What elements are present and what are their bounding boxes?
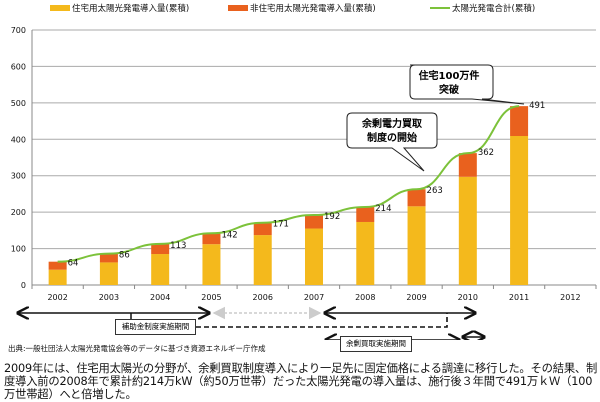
x-tick-label: 2010 <box>458 293 478 302</box>
legend-swatch <box>50 5 70 11</box>
y-tick-label: 0 <box>21 281 26 290</box>
bar-nonresidential <box>356 207 375 222</box>
data-label: 86 <box>119 251 130 261</box>
callout-100man: 住宅100万件 突破 <box>409 64 525 105</box>
legend-label: 非住宅用太陽光発電導入量(累積) <box>250 3 376 14</box>
data-label: 491 <box>529 101 545 111</box>
y-tick-label: 600 <box>11 62 26 71</box>
x-tick-label: 2002 <box>47 293 67 302</box>
bar-residential <box>99 262 118 285</box>
source-note: 出典:一般社団法人太陽光発電協会等のデータに基づき資源エネルギー庁作成 <box>8 344 266 353</box>
data-label: 263 <box>427 186 443 196</box>
data-label: 192 <box>324 212 340 222</box>
total-line <box>57 105 520 263</box>
legend-label: 太陽光発電合計(累積) <box>452 3 535 14</box>
callout-100man-line2: 突破 <box>439 83 459 96</box>
bar-residential <box>253 235 272 285</box>
data-label: 171 <box>273 220 289 230</box>
bar-nonresidential <box>458 153 477 177</box>
bar-residential <box>202 244 221 285</box>
description-paragraph: 2009年には、住宅用太陽光の分野が、余剰買取制度導入により一足先に固定価格によ… <box>4 362 598 401</box>
data-label: 142 <box>221 230 237 240</box>
chart: 0 100 200 300 400 500 600 700 2002 2003 2004 2005 20… <box>11 3 597 340</box>
legend-swatch <box>228 5 248 11</box>
bar-residential <box>510 136 529 285</box>
x-tick-label: 2008 <box>355 293 375 302</box>
y-tick-label: 500 <box>11 99 26 108</box>
y-tick-label: 200 <box>11 208 26 217</box>
x-tick-label: 2012 <box>560 293 580 302</box>
bar-nonresidential <box>151 243 170 255</box>
callout-surplus-line2: 制度の開始 <box>367 131 417 144</box>
x-tick-label: 2006 <box>253 293 273 302</box>
subsidy-period-box: 補助金制度実施期間 <box>115 319 196 335</box>
bar-residential <box>48 269 67 285</box>
dashed-connector <box>196 313 448 328</box>
bar-residential <box>458 176 477 285</box>
bar-nonresidential <box>202 233 221 245</box>
bar-nonresidential <box>305 215 323 229</box>
bar-nonresidential <box>407 189 426 207</box>
bar-nonresidential <box>99 253 118 263</box>
y-tick-label: 100 <box>11 245 26 254</box>
y-tick-label: 300 <box>11 172 26 181</box>
bar-nonresidential <box>510 106 529 137</box>
x-tick-label: 2004 <box>150 293 170 302</box>
bar-residential <box>407 206 426 285</box>
bar-nonresidential <box>48 261 67 270</box>
data-label: 362 <box>478 148 494 158</box>
callout-surplus: 余剰電力買取 制度の開始 <box>346 112 438 172</box>
legend-label: 住宅用太陽光発電導入量(累積) <box>72 3 189 14</box>
data-label: 113 <box>170 241 186 251</box>
x-tick-label: 2003 <box>99 293 119 302</box>
bar-nonresidential <box>253 222 272 236</box>
bar-residential <box>151 254 170 285</box>
y-tick-label: 700 <box>11 26 26 35</box>
x-tick-label: 2009 <box>406 293 426 302</box>
bar-residential <box>305 228 323 285</box>
bar-residential <box>356 221 375 285</box>
x-tick-label: 2005 <box>201 293 221 302</box>
callout-surplus-line1: 余剰電力買取 <box>361 117 423 130</box>
x-tick-label: 2011 <box>509 293 529 302</box>
data-label: 64 <box>68 259 79 269</box>
x-tick-label: 2007 <box>304 293 324 302</box>
surplus-period-box: 余剰買取実施期間 <box>340 336 412 352</box>
callout-100man-line1: 住宅100万件 <box>419 69 480 82</box>
y-tick-label: 400 <box>11 135 26 144</box>
data-label: 214 <box>375 204 391 214</box>
